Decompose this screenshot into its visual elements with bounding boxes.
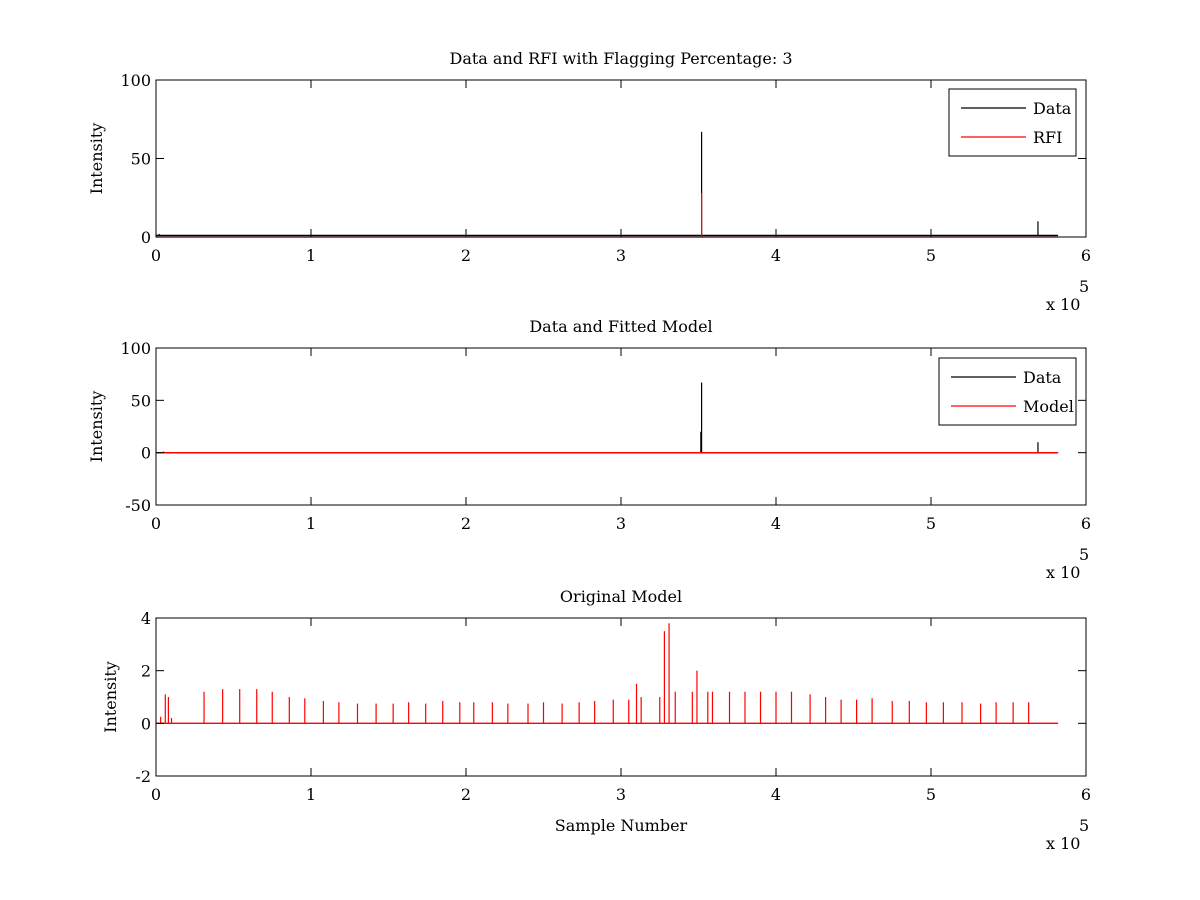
x-multiplier: x 10: [1046, 834, 1080, 853]
series-data: [156, 382, 1059, 454]
legend: Data Model: [938, 357, 1077, 426]
legend-box: [938, 357, 1077, 426]
x-tick-label: 2: [461, 514, 471, 533]
x-tick-label: 3: [616, 785, 626, 804]
x-tick-label: 0: [151, 785, 161, 804]
x-multiplier: x 10: [1046, 295, 1080, 314]
y-axis-label: Intensity: [101, 661, 120, 733]
legend-entry: RFI: [1033, 128, 1062, 147]
x-tick-label: 2: [461, 246, 471, 265]
x-tick-label: 0: [151, 246, 161, 265]
y-axis-label: Intensity: [87, 123, 106, 195]
x-multiplier-exponent: 5: [1079, 816, 1089, 835]
axes-frame: [155, 79, 1087, 238]
x-tick-label: 3: [616, 514, 626, 533]
x-tick-label: 2: [461, 785, 471, 804]
x-tick-label: 5: [926, 785, 936, 804]
legend-entry: Data: [1023, 368, 1062, 387]
y-axis-label: Intensity: [87, 391, 106, 463]
y-tick-label: -50: [125, 496, 151, 515]
x-tick-label: 4: [771, 785, 781, 804]
y-tick-label: 4: [141, 609, 151, 628]
x-tick-label: 4: [771, 514, 781, 533]
y-tick-label: -2: [135, 767, 151, 786]
y-tick-label: 2: [141, 662, 151, 681]
series-model-0: [156, 623, 1059, 724]
x-tick-label: 3: [616, 246, 626, 265]
chart-title: Data and Fitted Model: [529, 317, 712, 336]
x-tick-label: 5: [926, 246, 936, 265]
chart-title: Original Model: [560, 587, 682, 606]
x-multiplier-exponent: 5: [1079, 545, 1089, 564]
legend-entry: Model: [1023, 397, 1074, 416]
x-tick-label: 0: [151, 514, 161, 533]
x-tick-label: 5: [926, 514, 936, 533]
y-tick-label: 0: [141, 444, 151, 463]
legend-entry: Data: [1033, 99, 1072, 118]
x-multiplier-exponent: 5: [1079, 277, 1089, 296]
x-tick-label: 6: [1081, 246, 1091, 265]
chart-title: Data and RFI with Flagging Percentage: 3: [449, 49, 792, 68]
y-tick-label: 0: [141, 228, 151, 247]
y-tick-label: 0: [141, 714, 151, 733]
x-tick-label: 4: [771, 246, 781, 265]
y-tick-label: 50: [131, 391, 151, 410]
series-rfi: [156, 193, 1059, 238]
subplot-1: 0 1 2 3 4 5 6 0 50 100 Data and RFI with Flagging …: [87, 49, 1091, 314]
legend: Data RFI: [948, 88, 1077, 157]
x-tick-label: 1: [306, 514, 316, 533]
x-axis-label: Sample Number: [555, 816, 688, 835]
series-data: [156, 131, 1059, 237]
y-tick-label: 50: [131, 150, 151, 169]
x-multiplier: x 10: [1046, 563, 1080, 582]
y-tick-label: 100: [120, 339, 151, 358]
x-tick-label: 6: [1081, 514, 1091, 533]
x-tick-label: 1: [306, 785, 316, 804]
axes-frame: [155, 617, 1087, 777]
legend-box: [948, 88, 1077, 157]
x-tick-label: 1: [306, 246, 316, 265]
x-tick-label: 6: [1081, 785, 1091, 804]
y-tick-label: 100: [120, 71, 151, 90]
